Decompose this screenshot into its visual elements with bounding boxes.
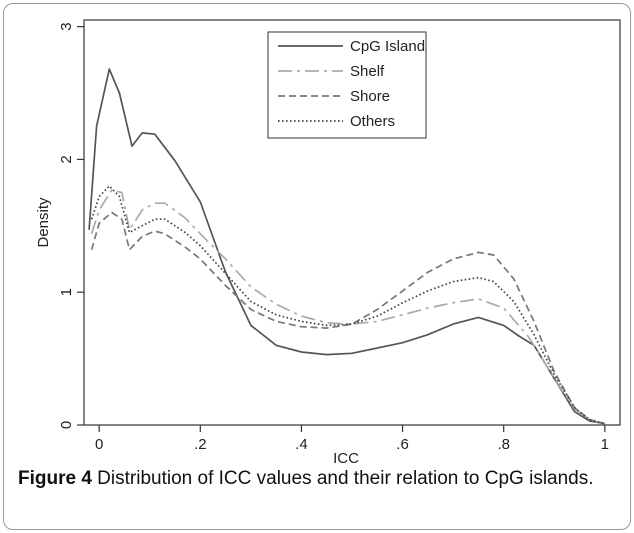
x-tick-label: .2 [194, 436, 207, 453]
figure-caption: Figure 4 Distribution of ICC values and … [18, 465, 618, 492]
legend-label: Shelf [350, 63, 385, 80]
x-tick-label: .8 [497, 436, 510, 453]
y-tick-label: 0 [58, 421, 75, 429]
y-tick-label: 3 [58, 22, 75, 30]
legend-label: Others [350, 113, 395, 130]
series-line-others [90, 185, 606, 425]
chart-series [88, 68, 606, 425]
caption-text: Distribution of ICC values and their rel… [91, 468, 594, 489]
x-tick-label: .4 [295, 436, 308, 453]
chart-legend: CpG Island Shelf Shore Others [267, 31, 427, 139]
x-tick-label: .6 [396, 436, 409, 453]
caption-label: Figure 4 [18, 468, 92, 489]
y-axis-title: Density [35, 197, 52, 248]
y-tick-label: 1 [58, 288, 75, 296]
legend-label: Shore [350, 88, 390, 105]
legend-label: CpG Island [350, 38, 425, 55]
series-line-cpg-island [88, 68, 605, 425]
density-chart: 0 .2 .4 .6 .8 1 0 1 2 3 ICC Density CpG Island Shelf… [35, 19, 621, 465]
chart-axes: 0 .2 .4 .6 .8 1 0 1 2 3 ICC Density [35, 19, 621, 465]
x-tick-label: 0 [95, 436, 103, 453]
series-line-shore [90, 211, 606, 425]
x-tick-label: 1 [601, 436, 609, 453]
y-tick-label: 2 [58, 155, 75, 163]
plot-area-frame [83, 19, 621, 426]
x-axis-title: ICC [333, 450, 359, 465]
